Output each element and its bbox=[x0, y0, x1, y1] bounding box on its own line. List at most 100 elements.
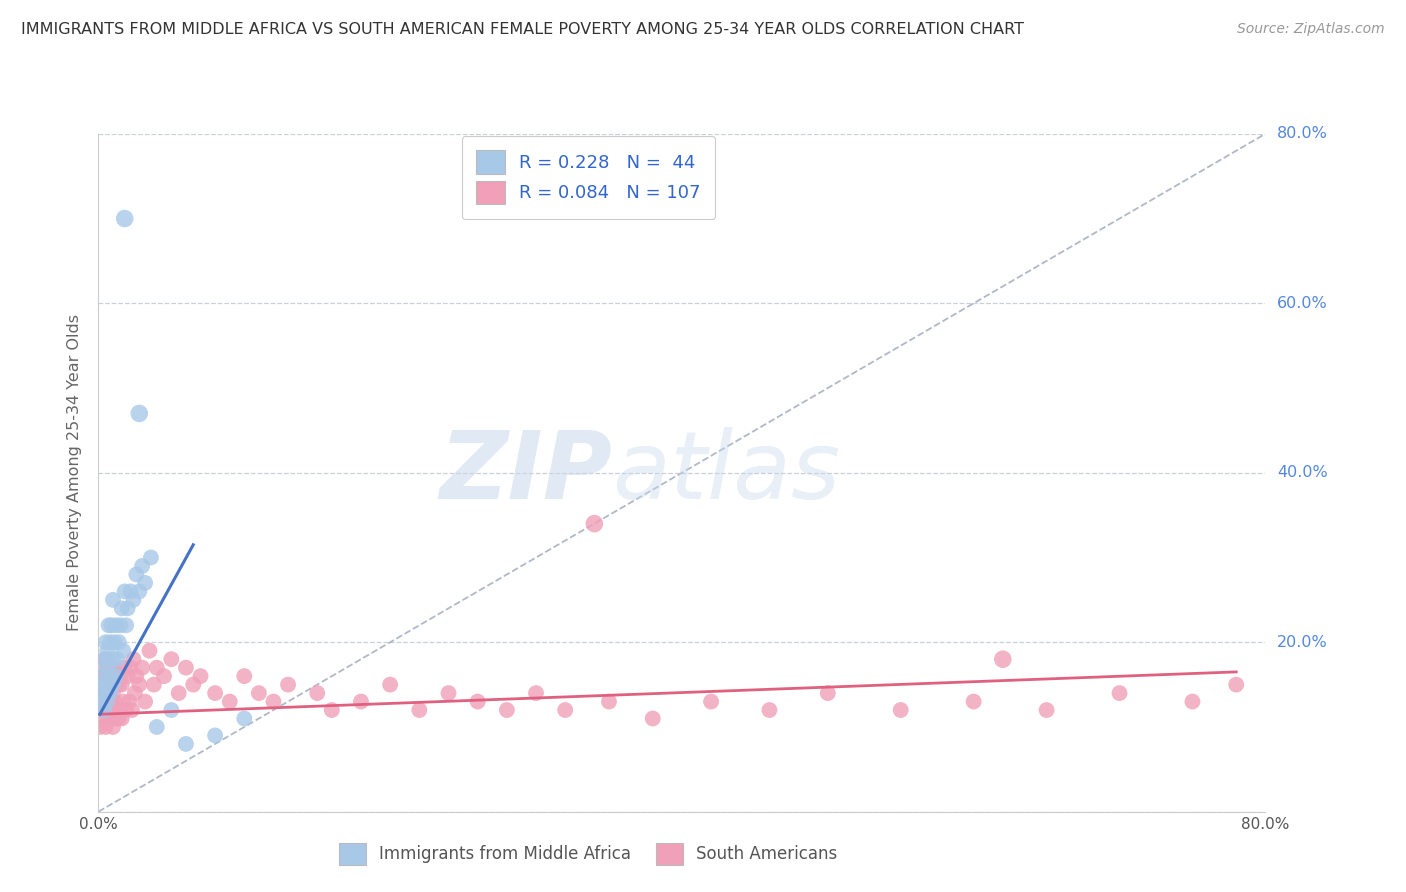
Point bbox=[233, 669, 256, 683]
Point bbox=[94, 686, 117, 700]
Point bbox=[118, 694, 141, 708]
Point bbox=[524, 686, 547, 700]
Point bbox=[93, 694, 115, 708]
Point bbox=[131, 558, 153, 574]
Point bbox=[111, 712, 134, 726]
Point bbox=[96, 644, 118, 658]
Point bbox=[1181, 694, 1204, 708]
Point bbox=[89, 694, 111, 708]
Point bbox=[262, 694, 284, 708]
Point bbox=[111, 601, 134, 615]
Point bbox=[96, 660, 118, 674]
Point bbox=[114, 211, 136, 226]
Point bbox=[120, 660, 142, 674]
Point bbox=[97, 652, 120, 666]
Text: 20.0%: 20.0% bbox=[1277, 635, 1327, 649]
Point bbox=[128, 584, 150, 599]
Point bbox=[97, 678, 120, 692]
Point bbox=[100, 618, 122, 632]
Text: 40.0%: 40.0% bbox=[1277, 466, 1327, 480]
Point bbox=[98, 660, 121, 674]
Point bbox=[94, 720, 117, 734]
Point bbox=[233, 712, 256, 726]
Point bbox=[96, 669, 118, 683]
Text: IMMIGRANTS FROM MIDDLE AFRICA VS SOUTH AMERICAN FEMALE POVERTY AMONG 25-34 YEAR : IMMIGRANTS FROM MIDDLE AFRICA VS SOUTH A… bbox=[21, 22, 1024, 37]
Point bbox=[97, 678, 120, 692]
Point bbox=[104, 618, 127, 632]
Point bbox=[583, 516, 606, 531]
Text: Source: ZipAtlas.com: Source: ZipAtlas.com bbox=[1237, 22, 1385, 37]
Point bbox=[101, 678, 124, 692]
Legend: Immigrants from Middle Africa, South Americans: Immigrants from Middle Africa, South Ame… bbox=[333, 837, 845, 871]
Point bbox=[108, 635, 131, 649]
Point bbox=[758, 703, 780, 717]
Point bbox=[104, 669, 127, 683]
Point bbox=[101, 720, 124, 734]
Point bbox=[94, 652, 117, 666]
Point bbox=[128, 678, 150, 692]
Point bbox=[91, 712, 114, 726]
Point bbox=[554, 703, 576, 717]
Point bbox=[146, 720, 169, 734]
Point bbox=[174, 737, 197, 751]
Point bbox=[93, 660, 115, 674]
Point bbox=[1225, 678, 1247, 692]
Point bbox=[138, 644, 160, 658]
Point bbox=[700, 694, 723, 708]
Point bbox=[495, 703, 517, 717]
Point bbox=[160, 703, 183, 717]
Point bbox=[121, 703, 143, 717]
Point bbox=[111, 678, 134, 692]
Point bbox=[204, 686, 226, 700]
Point bbox=[103, 660, 125, 674]
Point bbox=[128, 407, 150, 421]
Point bbox=[408, 703, 430, 717]
Point bbox=[114, 660, 136, 674]
Point bbox=[110, 669, 132, 683]
Point bbox=[94, 635, 117, 649]
Point bbox=[104, 678, 127, 692]
Point bbox=[218, 694, 240, 708]
Point bbox=[93, 703, 115, 717]
Point bbox=[91, 686, 114, 700]
Point bbox=[142, 678, 165, 692]
Point bbox=[98, 694, 121, 708]
Point bbox=[91, 678, 114, 692]
Point bbox=[105, 703, 128, 717]
Point bbox=[117, 669, 139, 683]
Point bbox=[103, 694, 125, 708]
Point bbox=[100, 703, 122, 717]
Point bbox=[117, 601, 139, 615]
Point bbox=[103, 635, 125, 649]
Point bbox=[89, 720, 111, 734]
Point bbox=[97, 712, 120, 726]
Point bbox=[108, 712, 131, 726]
Text: atlas: atlas bbox=[612, 427, 841, 518]
Point bbox=[134, 694, 156, 708]
Point bbox=[146, 660, 169, 674]
Point bbox=[122, 592, 145, 607]
Point bbox=[110, 703, 132, 717]
Point bbox=[104, 712, 127, 726]
Point bbox=[89, 686, 111, 700]
Point bbox=[98, 686, 121, 700]
Point bbox=[112, 644, 135, 658]
Point bbox=[1035, 703, 1057, 717]
Point bbox=[115, 703, 138, 717]
Point bbox=[93, 652, 115, 666]
Point bbox=[96, 694, 118, 708]
Point bbox=[167, 686, 190, 700]
Point bbox=[91, 669, 114, 683]
Point bbox=[204, 728, 226, 742]
Y-axis label: Female Poverty Among 25-34 Year Olds: Female Poverty Among 25-34 Year Olds bbox=[67, 314, 83, 632]
Point bbox=[181, 678, 204, 692]
Point bbox=[100, 669, 122, 683]
Point bbox=[817, 686, 839, 700]
Point bbox=[991, 652, 1014, 666]
Point bbox=[90, 669, 112, 683]
Point bbox=[321, 703, 343, 717]
Point bbox=[1108, 686, 1130, 700]
Point bbox=[190, 669, 212, 683]
Point bbox=[134, 576, 156, 591]
Point bbox=[110, 618, 132, 632]
